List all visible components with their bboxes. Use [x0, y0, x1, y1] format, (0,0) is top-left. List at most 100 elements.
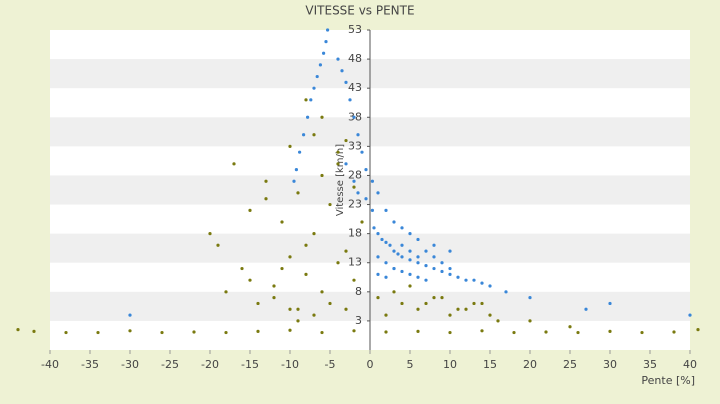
- x-axis-title: Pente [%]: [641, 374, 695, 387]
- point: [296, 191, 300, 195]
- point: [464, 307, 468, 311]
- point: [396, 252, 400, 256]
- x-tick-label: 15: [483, 358, 497, 371]
- point: [224, 290, 228, 294]
- point: [272, 284, 276, 288]
- point: [496, 319, 500, 323]
- point: [504, 290, 508, 294]
- point: [304, 272, 308, 276]
- point: [344, 138, 348, 143]
- point: [456, 275, 460, 279]
- point: [370, 208, 374, 212]
- x-tick-label: -10: [281, 358, 299, 371]
- point: [292, 179, 296, 183]
- point: [384, 330, 388, 334]
- chart-title: VITESSE vs PENTE: [305, 4, 414, 18]
- x-tick-label: 5: [407, 358, 414, 371]
- point: [264, 197, 268, 201]
- point: [344, 162, 348, 166]
- point: [320, 330, 324, 335]
- point: [16, 328, 20, 332]
- y-tick-label: 13: [348, 256, 362, 269]
- x-tick-label: -15: [241, 358, 259, 371]
- x-tick-label: -30: [121, 358, 139, 371]
- point: [312, 86, 316, 90]
- point: [302, 133, 306, 137]
- point: [356, 133, 360, 137]
- point: [608, 329, 612, 333]
- point: [336, 150, 340, 154]
- point: [672, 330, 676, 334]
- y-tick-label: 48: [348, 52, 362, 65]
- point: [280, 266, 284, 271]
- point: [336, 57, 340, 61]
- x-tick-label: 25: [563, 358, 577, 371]
- point: [340, 69, 344, 73]
- point: [408, 284, 412, 288]
- point: [288, 144, 292, 148]
- point: [384, 261, 388, 265]
- point: [448, 313, 452, 317]
- point: [272, 296, 276, 300]
- point: [384, 313, 388, 317]
- point: [264, 179, 268, 183]
- point: [488, 284, 492, 288]
- point: [472, 301, 476, 306]
- point: [309, 98, 313, 102]
- point: [370, 179, 374, 183]
- y-tick-label: 23: [348, 198, 362, 211]
- point: [312, 133, 316, 137]
- point: [512, 330, 516, 335]
- y-tick-label: 53: [348, 23, 362, 36]
- point: [440, 261, 444, 265]
- point: [336, 162, 340, 166]
- point: [416, 255, 420, 259]
- point: [344, 80, 348, 84]
- point: [432, 266, 436, 271]
- point: [304, 243, 308, 247]
- point: [392, 290, 396, 294]
- point: [256, 329, 260, 333]
- point: [376, 191, 380, 195]
- y-tick-label: 33: [348, 139, 362, 152]
- x-tick-label: 30: [603, 358, 617, 371]
- point: [392, 249, 396, 253]
- point: [416, 261, 420, 265]
- y-tick-label: 28: [348, 168, 362, 181]
- point: [328, 301, 332, 306]
- point: [696, 328, 700, 332]
- point: [216, 243, 220, 247]
- point: [480, 329, 484, 333]
- point: [256, 301, 260, 306]
- point: [424, 264, 428, 268]
- point: [280, 220, 284, 224]
- point: [224, 330, 228, 335]
- point: [448, 266, 452, 271]
- point: [608, 301, 612, 306]
- x-tick-label: -20: [201, 358, 219, 371]
- point: [456, 307, 460, 311]
- point: [64, 330, 68, 335]
- point: [380, 237, 384, 242]
- point: [384, 275, 388, 279]
- y-axis-title: Vitesse [km/h]: [335, 144, 346, 216]
- point: [288, 307, 292, 311]
- point: [376, 272, 380, 276]
- point: [298, 150, 302, 154]
- point: [432, 255, 436, 259]
- point: [294, 168, 298, 172]
- x-tick-label: -35: [81, 358, 99, 371]
- point: [448, 272, 452, 276]
- x-tick-label: 35: [643, 358, 657, 371]
- point: [544, 330, 548, 334]
- point: [372, 226, 376, 230]
- point: [296, 319, 300, 323]
- point: [128, 313, 132, 317]
- point: [528, 319, 532, 323]
- point: [320, 115, 324, 119]
- point: [424, 249, 428, 253]
- x-tick-label: -5: [325, 358, 336, 371]
- point: [320, 290, 324, 294]
- point: [440, 296, 444, 300]
- point: [440, 269, 444, 274]
